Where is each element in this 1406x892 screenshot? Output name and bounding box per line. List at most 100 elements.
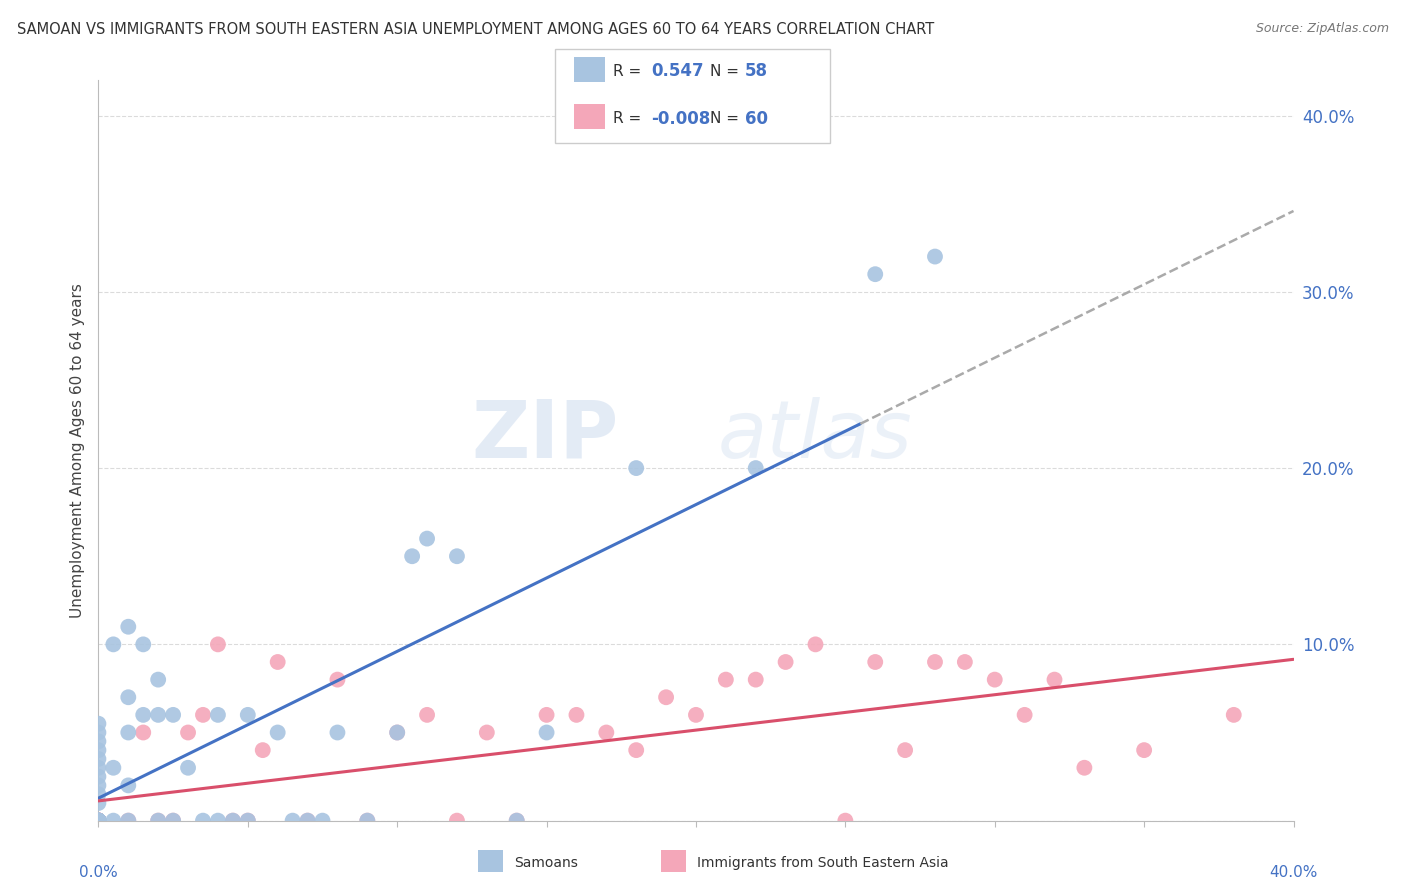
Point [385, 725, 409, 739]
Point [117, 778, 139, 792]
Point [87, 814, 110, 828]
Point [87, 814, 110, 828]
Point [297, 814, 319, 828]
Point [87, 814, 110, 828]
Text: R =: R = [613, 64, 641, 78]
Point [148, 814, 170, 828]
Point [953, 655, 976, 669]
Point [87, 725, 110, 739]
Point [87, 778, 110, 792]
Point [132, 707, 155, 722]
Point [87, 814, 110, 828]
Text: 58: 58 [745, 62, 768, 80]
Point [117, 814, 139, 828]
Point [117, 725, 139, 739]
Point [222, 814, 245, 828]
Point [1014, 707, 1036, 722]
Point [87, 814, 110, 828]
Point [132, 725, 155, 739]
Point [236, 814, 259, 828]
Point [326, 725, 349, 739]
Point [87, 814, 110, 828]
Point [87, 814, 110, 828]
Point [416, 707, 439, 722]
Text: 0.0%: 0.0% [79, 865, 118, 880]
Point [236, 707, 259, 722]
Point [87, 814, 110, 828]
Point [894, 743, 917, 757]
Point [162, 707, 184, 722]
Point [117, 620, 139, 634]
Point [506, 814, 529, 828]
Text: R =: R = [613, 112, 641, 126]
Text: N =: N = [710, 64, 740, 78]
Point [252, 743, 274, 757]
Point [87, 743, 110, 757]
Point [1223, 707, 1246, 722]
Point [506, 814, 529, 828]
Point [536, 707, 558, 722]
Point [326, 673, 349, 687]
Text: Source: ZipAtlas.com: Source: ZipAtlas.com [1256, 22, 1389, 36]
Point [865, 655, 887, 669]
Point [191, 707, 214, 722]
Text: 0.547: 0.547 [651, 62, 703, 80]
Point [565, 707, 588, 722]
Point [191, 814, 214, 828]
Point [148, 673, 170, 687]
Point [148, 814, 170, 828]
Point [87, 734, 110, 748]
Point [87, 814, 110, 828]
Point [267, 725, 290, 739]
Point [714, 673, 737, 687]
Text: 40.0%: 40.0% [1270, 865, 1317, 880]
Point [236, 814, 259, 828]
Point [1133, 743, 1156, 757]
Y-axis label: Unemployment Among Ages 60 to 64 years: Unemployment Among Ages 60 to 64 years [69, 283, 84, 618]
Point [148, 707, 170, 722]
Point [356, 814, 378, 828]
Point [87, 787, 110, 801]
Point [87, 814, 110, 828]
Text: 60: 60 [745, 110, 768, 128]
Point [297, 814, 319, 828]
Point [626, 461, 648, 475]
Point [87, 814, 110, 828]
Point [87, 814, 110, 828]
Point [207, 637, 229, 651]
Point [87, 814, 110, 828]
Point [626, 743, 648, 757]
Point [87, 814, 110, 828]
Point [117, 814, 139, 828]
Point [87, 814, 110, 828]
Point [311, 814, 333, 828]
Point [87, 770, 110, 784]
Point [984, 673, 1007, 687]
Point [865, 267, 887, 281]
Point [87, 716, 110, 731]
Point [804, 637, 827, 651]
Point [87, 814, 110, 828]
Point [162, 814, 184, 828]
Point [87, 814, 110, 828]
Text: atlas: atlas [718, 397, 912, 475]
Point [87, 761, 110, 775]
Point [222, 814, 245, 828]
Text: SAMOAN VS IMMIGRANTS FROM SOUTH EASTERN ASIA UNEMPLOYMENT AMONG AGES 60 TO 64 YE: SAMOAN VS IMMIGRANTS FROM SOUTH EASTERN … [17, 22, 934, 37]
Point [475, 725, 498, 739]
Point [87, 814, 110, 828]
Point [132, 637, 155, 651]
Text: N =: N = [710, 112, 740, 126]
Point [103, 761, 125, 775]
Point [177, 761, 200, 775]
Point [103, 637, 125, 651]
Point [87, 814, 110, 828]
Point [834, 814, 856, 828]
Point [1073, 761, 1095, 775]
Point [745, 461, 768, 475]
Point [1043, 673, 1066, 687]
Point [281, 814, 304, 828]
Point [924, 655, 946, 669]
Text: ZIP: ZIP [471, 397, 619, 475]
Text: Samoans: Samoans [515, 856, 578, 871]
